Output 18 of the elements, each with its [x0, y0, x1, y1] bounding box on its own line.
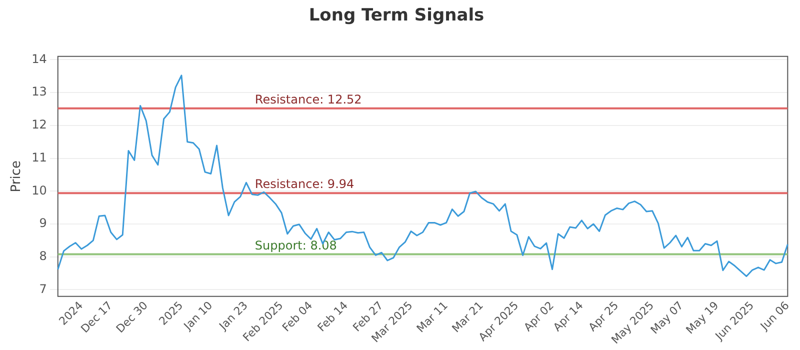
y-tick-label: 13	[32, 84, 47, 99]
y-tick-label: 11	[32, 150, 47, 164]
ref-line-label: Resistance: 12.52	[254, 92, 362, 106]
x-tick-label: Jun 06	[757, 298, 792, 334]
chart-title: Long Term Signals	[308, 6, 484, 26]
y-tick-label: 14	[32, 52, 47, 66]
y-tick-label: 12	[32, 118, 47, 132]
ref-line-label: Resistance: 9.94	[254, 177, 354, 192]
y-tick-label: 9	[39, 216, 47, 230]
y-axis-title: Price	[9, 160, 24, 192]
y-tick-label: 8	[39, 249, 47, 264]
y-tick-label: 7	[39, 282, 47, 296]
y-tick-label: 10	[32, 183, 47, 198]
x-tick-label: Mar 11	[414, 298, 450, 336]
x-tick-label: Feb 14	[315, 298, 350, 334]
x-tick-label: Jan 10	[180, 298, 216, 334]
x-tick-label: Dec 30	[114, 298, 150, 336]
ref-line-label: Support: 8.08	[254, 238, 337, 252]
